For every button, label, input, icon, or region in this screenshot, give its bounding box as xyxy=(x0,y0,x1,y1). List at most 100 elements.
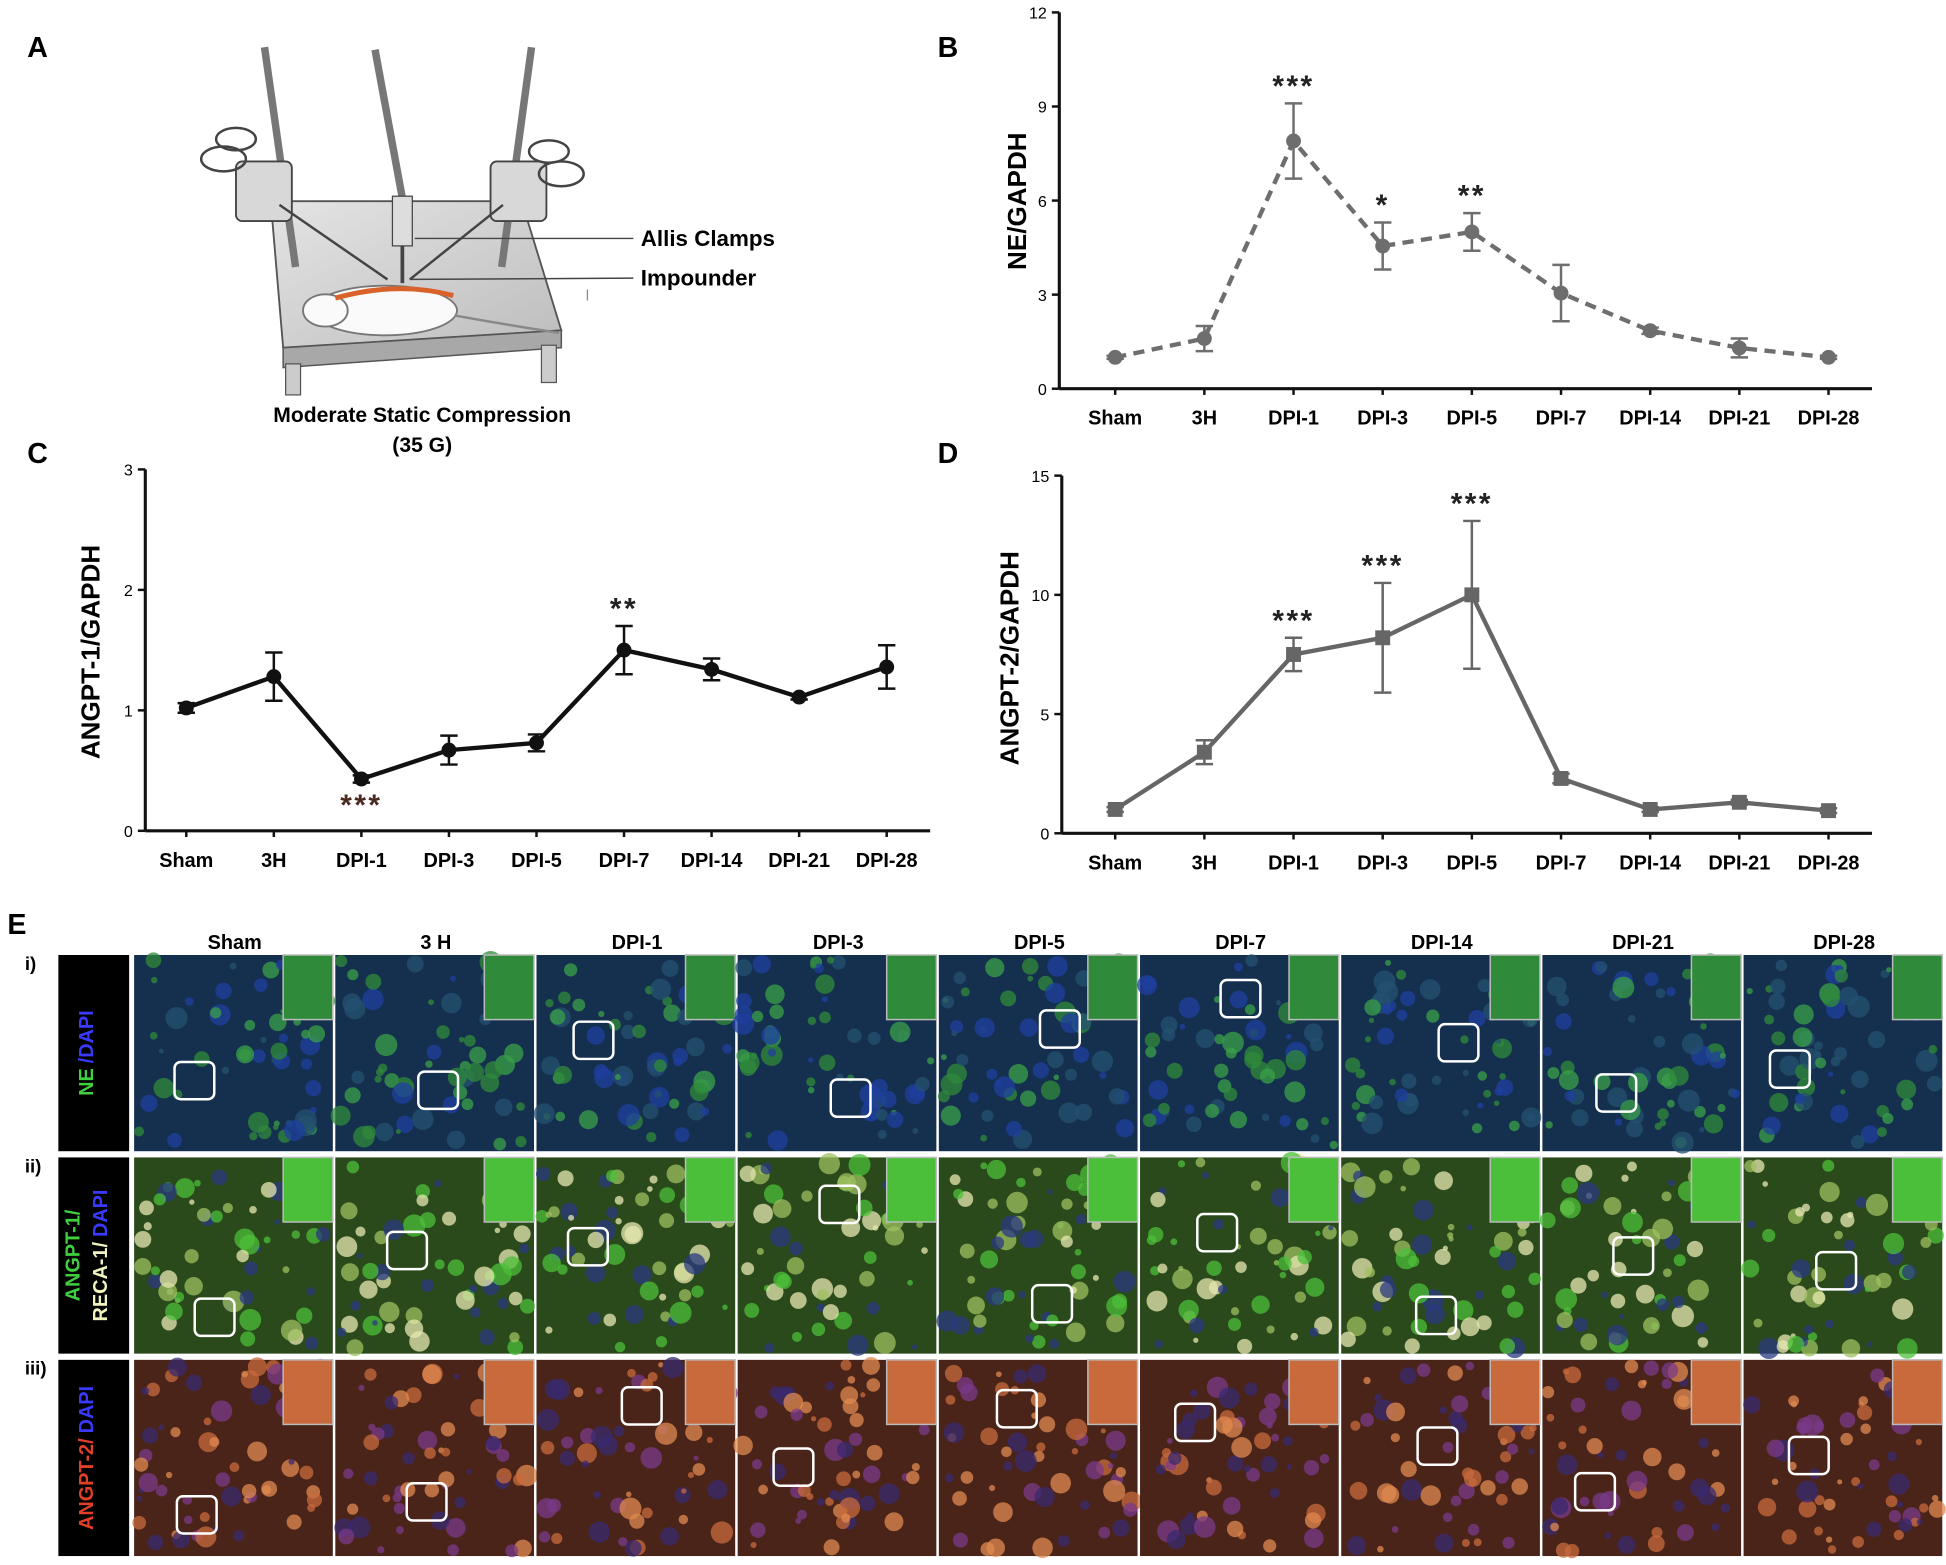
texture xyxy=(343,1468,354,1479)
texture xyxy=(632,1024,646,1039)
significance: *** xyxy=(340,789,382,822)
column-header: DPI-3 xyxy=(813,932,864,954)
texture xyxy=(678,1514,689,1525)
texture xyxy=(1341,1230,1359,1247)
texture xyxy=(496,1448,510,1462)
texture xyxy=(940,1105,961,1126)
texture xyxy=(496,1468,512,1484)
texture xyxy=(1123,1502,1138,1517)
micrograph xyxy=(1340,1156,1541,1359)
texture xyxy=(1466,1224,1473,1231)
texture xyxy=(1032,1167,1042,1177)
inset xyxy=(1489,1156,1541,1223)
texture xyxy=(847,1028,862,1044)
texture xyxy=(945,1394,956,1405)
texture xyxy=(879,1090,897,1108)
texture xyxy=(489,1421,507,1439)
stain-text: RECA-1/ xyxy=(90,1242,112,1322)
texture xyxy=(306,1492,322,1508)
texture xyxy=(1424,1304,1446,1325)
texture xyxy=(1286,1033,1292,1040)
x-tick-label: DPI-5 xyxy=(511,850,562,872)
texture xyxy=(1237,1338,1253,1354)
texture xyxy=(269,1013,287,1032)
texture xyxy=(1184,1104,1195,1115)
impounder xyxy=(391,195,413,247)
significance: *** xyxy=(1272,70,1314,103)
texture xyxy=(140,1094,158,1112)
micrograph xyxy=(937,953,1139,1152)
marker xyxy=(1375,630,1391,646)
texture xyxy=(1661,1191,1672,1202)
texture xyxy=(995,1371,1002,1378)
texture xyxy=(305,1080,322,1097)
texture xyxy=(598,1010,605,1018)
texture xyxy=(1564,1543,1580,1559)
texture xyxy=(1793,1004,1814,1025)
texture xyxy=(466,1468,472,1475)
texture xyxy=(1178,1299,1199,1321)
texture xyxy=(196,1207,211,1222)
texture xyxy=(660,1526,679,1546)
texture xyxy=(145,952,162,969)
texture xyxy=(1885,1495,1898,1508)
texture xyxy=(624,1305,644,1324)
texture xyxy=(1850,1134,1865,1149)
x-tick-label: DPI-7 xyxy=(1536,852,1587,874)
texture xyxy=(986,1538,1006,1558)
texture xyxy=(1586,1438,1603,1455)
texture xyxy=(866,1444,883,1461)
texture xyxy=(1039,1416,1056,1433)
texture xyxy=(827,956,835,964)
texture xyxy=(261,1485,272,1495)
roi-box xyxy=(1768,1049,1811,1089)
roi-box xyxy=(1196,1212,1239,1253)
texture xyxy=(165,1006,188,1030)
texture xyxy=(1379,1281,1397,1298)
inset xyxy=(885,1156,938,1223)
texture xyxy=(594,1067,615,1089)
significance: *** xyxy=(1451,487,1493,520)
texture xyxy=(1115,1466,1127,1478)
texture xyxy=(1888,1510,1902,1523)
texture xyxy=(392,1082,414,1104)
x-tick-label: DPI-1 xyxy=(1268,408,1319,430)
texture xyxy=(915,1076,930,1092)
texture xyxy=(353,1125,375,1148)
texture xyxy=(1050,1472,1071,1494)
rod xyxy=(260,46,300,268)
texture xyxy=(1526,1113,1535,1122)
inset xyxy=(1891,1156,1944,1223)
texture xyxy=(315,1227,331,1242)
texture xyxy=(1762,1116,1781,1135)
texture xyxy=(549,1378,571,1401)
texture xyxy=(1374,1393,1382,1402)
texture xyxy=(1439,1406,1447,1414)
texture xyxy=(1146,1290,1168,1312)
texture xyxy=(608,1018,621,1031)
texture xyxy=(789,1241,803,1256)
texture xyxy=(1497,1425,1516,1444)
clamp-arm xyxy=(409,203,504,281)
texture xyxy=(185,1374,203,1391)
texture xyxy=(663,1004,681,1022)
texture xyxy=(1687,1279,1709,1301)
texture xyxy=(1500,1451,1512,1463)
texture xyxy=(627,1368,636,1378)
texture xyxy=(606,1206,619,1219)
texture xyxy=(1145,1046,1157,1058)
clamp-handle xyxy=(527,139,571,164)
marker xyxy=(1642,323,1658,339)
texture xyxy=(241,1483,257,1499)
texture xyxy=(1880,969,1890,979)
texture xyxy=(1032,1062,1049,1079)
texture xyxy=(1719,1052,1726,1059)
texture xyxy=(211,1169,228,1186)
texture xyxy=(1867,1030,1886,1049)
texture xyxy=(247,1441,268,1462)
texture xyxy=(916,1221,923,1228)
texture xyxy=(1368,1095,1384,1110)
marker xyxy=(1642,801,1658,817)
texture xyxy=(239,1290,254,1305)
texture xyxy=(1389,1227,1403,1241)
